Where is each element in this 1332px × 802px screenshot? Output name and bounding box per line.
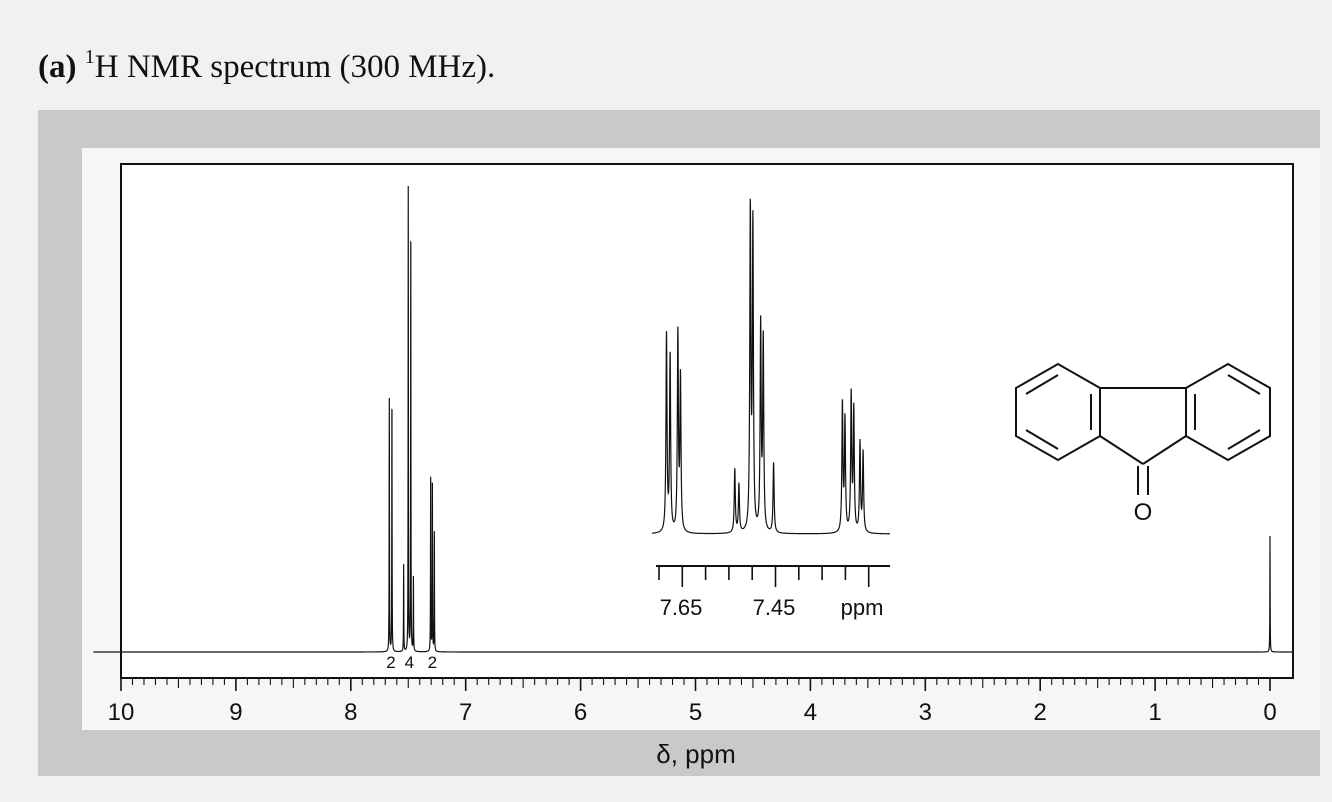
x-tick-label: 2 bbox=[1034, 699, 1047, 726]
caption-part-label: (a) bbox=[38, 49, 77, 85]
x-tick-label: 4 bbox=[804, 699, 817, 726]
integration-label: 2 bbox=[386, 653, 395, 672]
right-ring-double-bond-3 bbox=[1227, 429, 1261, 450]
caption-text: H NMR spectrum (300 MHz). bbox=[94, 49, 496, 85]
x-tick-label: 10 bbox=[108, 699, 135, 726]
inset-expansion: 7.65 7.45 ppm bbox=[651, 198, 890, 620]
oxygen-atom-label: O bbox=[1134, 499, 1153, 526]
x-tick-label: 5 bbox=[689, 699, 702, 726]
x-axis-title: δ, ppm bbox=[656, 739, 736, 769]
x-tick-label: 0 bbox=[1263, 699, 1276, 726]
x-axis-tick-labels: 10 9 8 7 6 5 4 3 2 1 0 bbox=[108, 699, 1277, 726]
figure-caption: (a) 1H NMR spectrum (300 MHz). bbox=[38, 46, 495, 86]
integration-label: 4 bbox=[405, 653, 414, 672]
x-tick-label: 3 bbox=[919, 699, 932, 726]
inset-tick-label-745: 7.45 bbox=[753, 595, 796, 620]
x-tick-label: 9 bbox=[229, 699, 242, 726]
x-tick-label: 1 bbox=[1148, 699, 1161, 726]
x-axis-ticks bbox=[120, 678, 1271, 691]
caption-isotope-mass: 1 bbox=[84, 46, 95, 68]
inset-tick-label-765: 7.65 bbox=[660, 595, 703, 620]
integration-label: 2 bbox=[428, 653, 437, 672]
left-carbonyl-bond bbox=[1099, 435, 1144, 465]
inset-axis-unit: ppm bbox=[841, 595, 884, 620]
left-ring-double-bond-1 bbox=[1025, 374, 1059, 395]
inset-spectrum-line bbox=[651, 198, 890, 535]
x-tick-label: 7 bbox=[459, 699, 472, 726]
right-ring-double-bond-1 bbox=[1227, 374, 1261, 395]
inset-axis-ticks bbox=[658, 566, 870, 587]
fluorenone-structure bbox=[1015, 362, 1271, 495]
x-tick-label: 8 bbox=[344, 699, 357, 726]
left-ring-double-bond-3 bbox=[1025, 429, 1059, 450]
plot-area bbox=[120, 163, 1294, 679]
right-carbonyl-bond bbox=[1142, 435, 1187, 465]
spectrum-line bbox=[93, 185, 1293, 653]
x-tick-label: 6 bbox=[574, 699, 587, 726]
